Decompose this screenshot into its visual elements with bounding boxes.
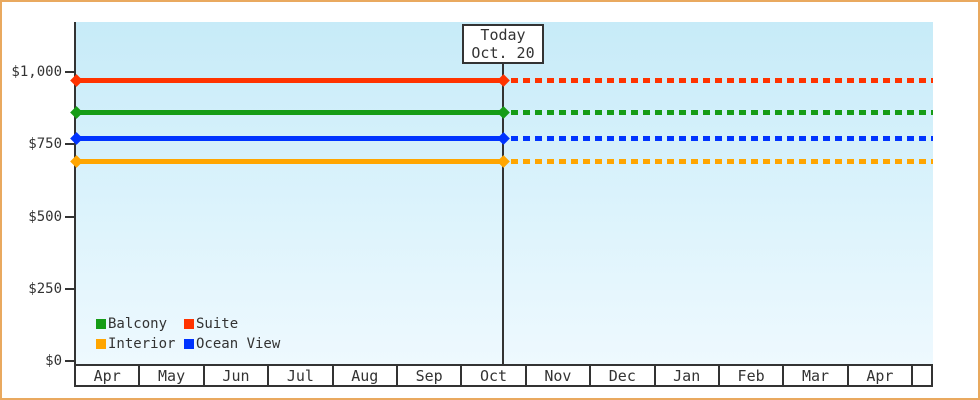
month-label: Sep <box>415 366 443 385</box>
legend-swatch-ocean-view <box>184 339 194 349</box>
month-cell: Jun <box>204 366 270 385</box>
legend: Balcony Suite Interior Ocean View <box>96 314 280 354</box>
y-axis-tick <box>65 143 74 146</box>
legend-item-interior[interactable]: Interior <box>96 334 184 354</box>
month-label: Oct <box>479 366 508 385</box>
legend-swatch-interior <box>96 339 106 349</box>
y-axis-tick <box>65 71 74 73</box>
legend-swatch-balcony <box>96 319 106 329</box>
month-cell: Jan <box>655 366 720 385</box>
y-axis-label: $1,000 <box>11 64 62 80</box>
x-axis-month-strip: Apr May Jun Jul Aug Sep Oct Nov Dec Jan Feb Mar Apr <box>74 364 933 387</box>
month-cell: Apr <box>848 366 914 385</box>
month-cell: May <box>140 366 205 385</box>
month-cell: Feb <box>719 366 785 385</box>
month-label: Jun <box>222 366 250 385</box>
today-vertical-line <box>502 64 504 364</box>
month-cell: Sep <box>397 366 463 385</box>
legend-item-ocean-view[interactable]: Ocean View <box>184 334 280 354</box>
y-axis-label: $750 <box>28 136 62 153</box>
month-label: Feb <box>737 366 765 385</box>
month-cell: Dec <box>591 366 656 385</box>
month-label: Mar <box>801 366 830 385</box>
month-label: Apr <box>93 366 121 385</box>
month-label: Dec <box>608 366 636 385</box>
legend-label: Interior <box>108 336 176 352</box>
plot-area <box>76 22 933 364</box>
month-cell: Aug <box>333 366 398 385</box>
legend-label: Suite <box>196 316 239 332</box>
month-cell: Nov <box>526 366 592 385</box>
month-label: Aug <box>351 366 379 385</box>
legend-label: Ocean View <box>196 336 281 352</box>
y-axis-line <box>74 22 76 364</box>
legend-label: Balcony <box>108 316 168 332</box>
y-axis-tick <box>65 360 74 362</box>
legend-swatch-suite <box>184 319 194 329</box>
month-label: Jul <box>286 366 314 385</box>
month-label: May <box>158 366 186 385</box>
today-annotation-line2: Oct. 20 <box>471 44 535 62</box>
month-label: Nov <box>544 366 572 385</box>
y-axis-label: $500 <box>28 208 62 225</box>
legend-item-suite[interactable]: Suite <box>184 314 280 334</box>
month-cell: Jul <box>269 366 334 385</box>
month-cell: Oct <box>462 366 527 385</box>
today-annotation-box: Today Oct. 20 <box>462 24 544 64</box>
y-axis-tick <box>65 215 74 218</box>
month-cell: Mar <box>784 366 849 385</box>
legend-item-balcony[interactable]: Balcony <box>96 314 184 334</box>
today-annotation-line1: Today <box>480 26 526 44</box>
month-cell: Apr <box>76 366 141 385</box>
month-label: Apr <box>866 366 894 385</box>
y-axis-label: $0 <box>45 353 62 369</box>
month-cell-empty <box>913 366 932 385</box>
y-axis-tick <box>65 287 74 290</box>
y-axis-label: $250 <box>28 280 62 297</box>
month-label: Jan <box>673 366 701 385</box>
